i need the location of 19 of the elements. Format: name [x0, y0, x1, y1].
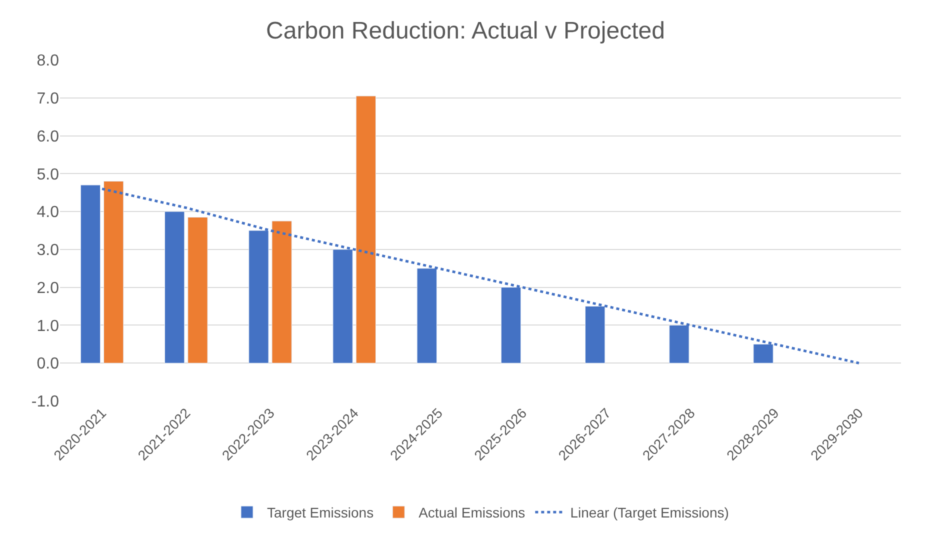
- y-tick-label: 6.0: [36, 128, 60, 146]
- bar: [272, 220, 292, 364]
- y-tick-label: 5.0: [36, 166, 60, 184]
- legend-label: Target Emissions: [267, 504, 374, 521]
- chart-title: Carbon Reduction: Actual v Projected: [266, 17, 665, 44]
- legend-label: Linear (Target Emissions): [570, 504, 729, 521]
- bar: [188, 216, 208, 364]
- bar: [356, 96, 376, 364]
- y-tick-label: 7.0: [36, 90, 60, 108]
- y-tick-label: 2.0: [36, 280, 60, 297]
- bar: [104, 180, 124, 364]
- y-tick-label: 4.0: [36, 204, 60, 222]
- y-tick-label: 3.0: [36, 242, 60, 260]
- y-tick-label: -1.0: [31, 394, 60, 411]
- y-tick-label: 0.0: [36, 356, 60, 373]
- bar: [164, 211, 185, 364]
- y-tick-label: 8.0: [36, 52, 60, 70]
- legend-label: Actual Emissions: [418, 504, 526, 521]
- y-tick-label: 1.0: [36, 318, 60, 335]
